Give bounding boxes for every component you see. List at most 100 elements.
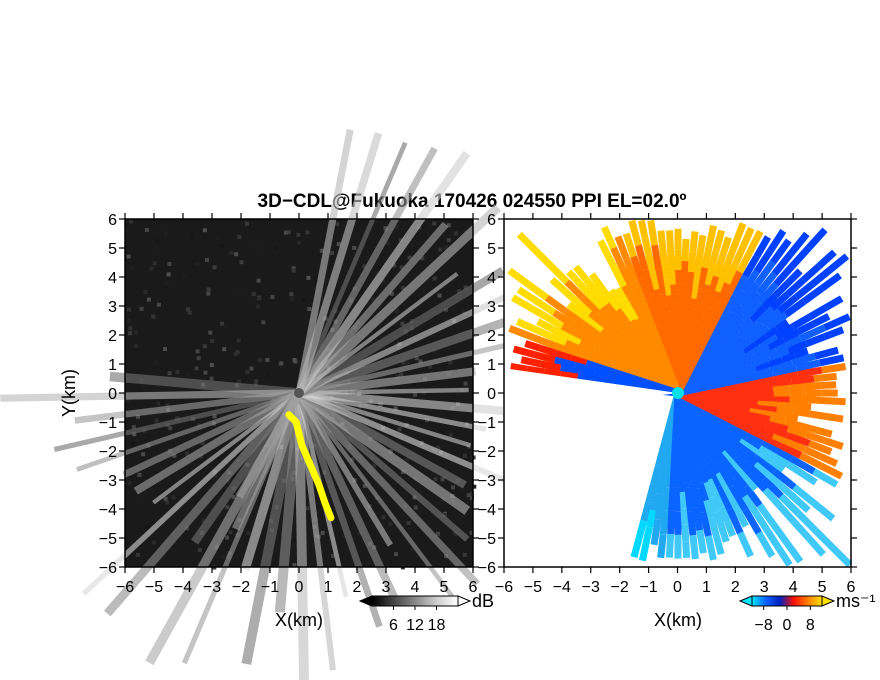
velocity-ray-segment: [715, 281, 731, 303]
velocity-ray-segment: [740, 418, 759, 432]
velocity-ray-segment: [588, 319, 604, 334]
velocity-ray-segment: [544, 294, 568, 315]
velocity-ray-segment: [531, 325, 551, 339]
velocity-ray-segment: [742, 254, 760, 278]
velocity-ray-segment: [767, 228, 787, 254]
velocity-ray-segment: [733, 222, 747, 242]
snr-noise-cell: [186, 307, 191, 312]
snr-ray: [296, 141, 408, 394]
snr-x-axis: −6 −5 −4 −3 −2 −1 0 1 2 3 4 5 6: [116, 213, 478, 596]
velocity-ray-segment: [740, 269, 760, 294]
velocity-ray-segment: [737, 467, 751, 482]
velocity-ray-segment: [543, 368, 562, 378]
velocity-ray-segment: [789, 395, 809, 404]
velocity-ray-segment: [768, 419, 789, 433]
velocity-ray-segment: [564, 279, 586, 301]
snr-noise-cell: [428, 512, 433, 517]
velocity-ray-segment: [703, 481, 716, 499]
snr-noise-cell: [228, 530, 233, 535]
velocity-ray-segment: [637, 278, 652, 304]
velocity-ray-segment: [792, 407, 811, 418]
velocity-ray-segment: [562, 288, 580, 305]
snr-noise-cell: [238, 287, 243, 292]
velocity-ray-segment: [682, 463, 692, 489]
x-tick-label: 0: [673, 579, 682, 596]
colorbar-tick-label: 18: [428, 617, 446, 634]
y-tick-label: 4: [108, 270, 117, 287]
snr-noise-cell: [165, 403, 170, 408]
snr-noise-cell: [335, 222, 340, 226]
velocity-ray-segment: [713, 491, 726, 509]
snr-noise-cell: [437, 293, 442, 298]
velocity-ray-segment: [727, 442, 750, 465]
snr-noise-cell: [128, 326, 133, 331]
snr-noise-cell: [220, 321, 224, 326]
snr-noise-cell: [469, 530, 474, 535]
velocity-ray-segment: [540, 360, 562, 372]
snr-noise-cell: [232, 518, 237, 523]
snr-noise-cell: [253, 382, 258, 387]
velocity-ray-segment: [775, 545, 793, 567]
velocity-ray-segment: [512, 345, 536, 358]
velocity-ray-segment: [647, 220, 659, 246]
velocity-ray-segment: [666, 230, 674, 249]
x-tick-label: 5: [440, 579, 449, 596]
snr-noise-cell: [141, 452, 146, 457]
snr-noise-cell: [195, 349, 200, 354]
colorbar-unit: dB: [472, 591, 494, 611]
velocity-ray-segment: [619, 267, 636, 291]
y-tick-label: −4: [99, 502, 117, 519]
velocity-ray-segment: [682, 541, 691, 558]
velocity-ray-segment: [769, 291, 790, 312]
velocity-ray-segment: [806, 227, 828, 251]
velocity-ray-segment: [689, 282, 699, 299]
snr-noise-cell: [414, 356, 419, 361]
snr-noise-cell: [231, 495, 236, 500]
velocity-ray-segment: [693, 463, 706, 484]
velocity-ray-segment: [685, 461, 696, 486]
snr-noise-cell: [413, 392, 418, 397]
velocity-ray-segment: [699, 294, 713, 317]
velocity-ray-segment: [692, 506, 704, 531]
snr-noise-cell: [446, 238, 451, 243]
snr-noise-cell: [136, 414, 140, 419]
snr-noise-cell: [134, 343, 138, 348]
velocity-ray-segment: [795, 510, 818, 533]
velocity-ray-segment: [789, 245, 812, 269]
snr-noise-cell: [289, 292, 294, 297]
velocity-ray-segment: [813, 528, 836, 551]
velocity-ray-segment: [721, 448, 736, 463]
velocity-ray-segment: [788, 382, 805, 391]
snr-noise-cell: [168, 426, 173, 431]
snr-noise-cell: [273, 245, 278, 250]
velocity-ray-segment: [760, 292, 779, 311]
velocity-ray-segment: [813, 372, 837, 383]
velocity-ray-segment: [736, 351, 755, 366]
velocity-ray-segment: [574, 362, 597, 375]
velocity-ray-segment: [707, 477, 720, 495]
velocity-ray-segment: [554, 349, 573, 362]
velocity-ray-segment: [781, 328, 801, 343]
velocity-ray-segment: [809, 410, 828, 420]
velocity-ray-segment: [705, 224, 718, 248]
velocity-ray-segment: [669, 463, 678, 488]
velocity-ray-segment: [800, 470, 818, 486]
velocity-ray-segment: [757, 281, 779, 305]
snr-noise-cell: [202, 228, 207, 233]
velocity-x-axis: −6 −5 −4 −3 −2 −1 0 1 2 3 4 5 6: [495, 213, 856, 596]
velocity-ray-segment: [635, 519, 648, 540]
velocity-ray-segment: [766, 442, 794, 462]
snr-noise-cell: [155, 401, 160, 406]
velocity-ray-segment: [689, 463, 702, 490]
velocity-ray-segment: [599, 328, 615, 343]
velocity-ray-segment: [642, 526, 653, 545]
velocity-ray-segment: [620, 284, 635, 304]
snr-ray: [296, 391, 393, 547]
snr-noise-cell: [203, 272, 208, 277]
y-tick-label: −6: [478, 560, 496, 577]
velocity-ray-segment: [649, 492, 661, 512]
velocity-ray-segment: [641, 268, 655, 296]
velocity-ray-segment: [681, 238, 690, 262]
snr-noise-cell: [336, 242, 341, 247]
